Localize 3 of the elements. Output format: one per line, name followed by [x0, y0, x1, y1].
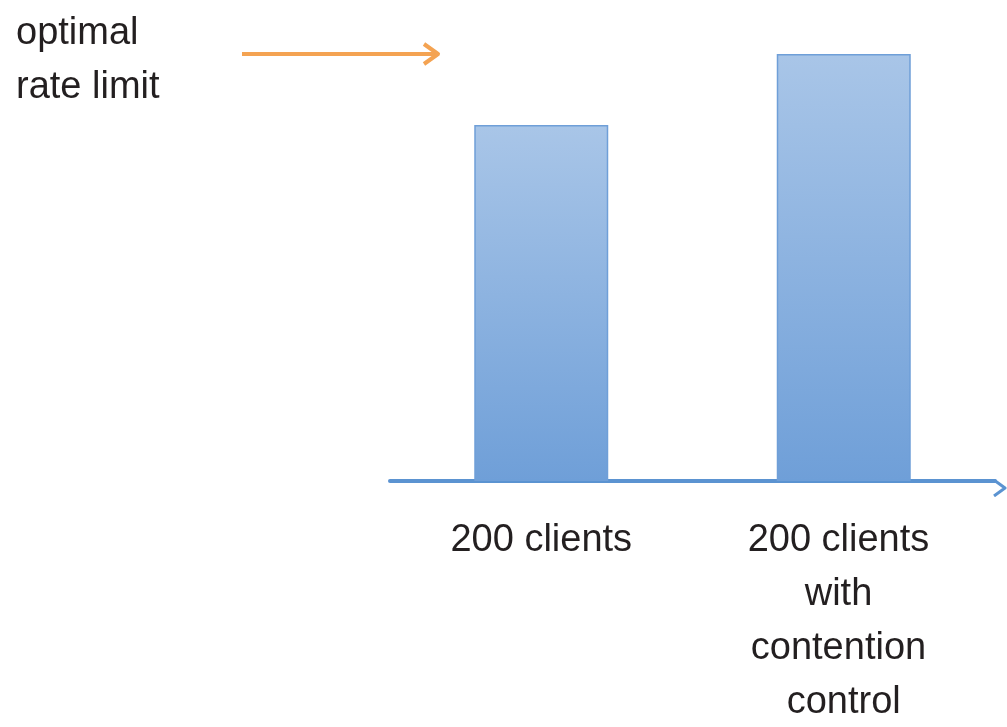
- x-tick-label: 200 clients with contention control: [747, 517, 940, 721]
- text: optimal rate limit: [16, 9, 161, 108]
- x-tick-label: 200 clients: [450, 517, 633, 559]
